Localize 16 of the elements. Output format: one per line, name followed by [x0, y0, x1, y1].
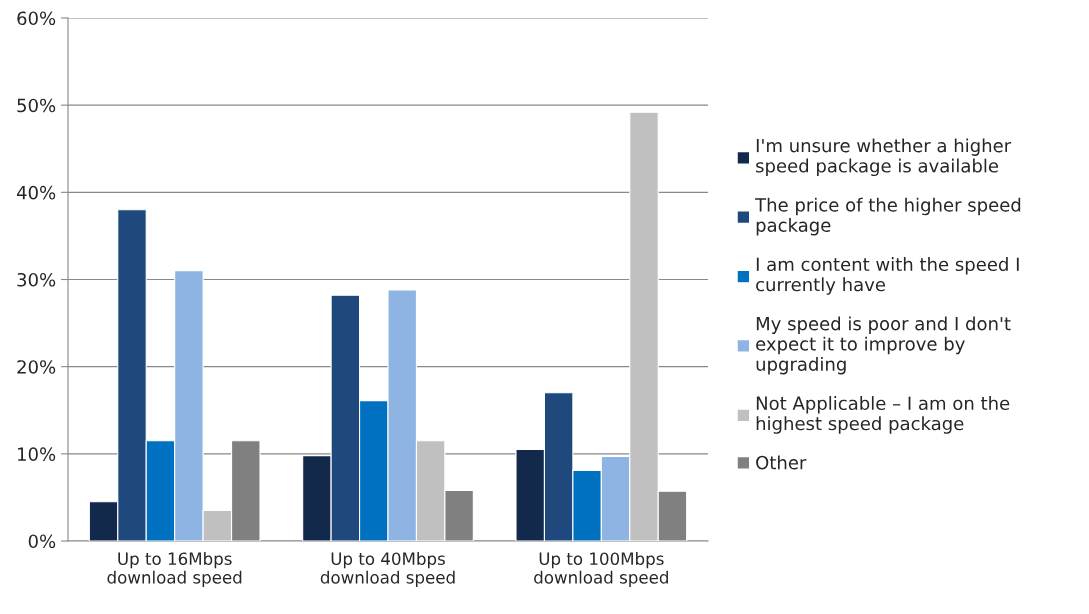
- x-tick-label: Up to 40Mbps download speed: [320, 552, 455, 587]
- legend-label: My speed is poor and I don't expect it to improve by upgrading: [756, 316, 1011, 375]
- y-tick-label: 40%: [16, 185, 56, 200]
- legend-label: Not Applicable – I am on the highest speed package: [756, 396, 1010, 434]
- y-tick-label: 30%: [17, 272, 56, 287]
- y-tick-label: 20%: [17, 360, 56, 374]
- y-tick-label: 10%: [18, 447, 56, 461]
- x-tick-label: Up to 16Mbps download speed: [107, 552, 242, 587]
- legend-label: Other: [756, 455, 807, 470]
- legend-label: I am content with the speed I currently have: [756, 257, 1019, 295]
- x-tick-label: Up to 100Mbps download speed: [534, 552, 668, 587]
- legend-label: I'm unsure whether a higher speed package is available: [756, 138, 1012, 177]
- y-tick-label: 60%: [17, 11, 56, 26]
- legend-label: The price of the higher speed package: [755, 197, 1021, 236]
- y-tick-label: 50%: [17, 98, 56, 113]
- y-tick-label: 0%: [28, 534, 56, 549]
